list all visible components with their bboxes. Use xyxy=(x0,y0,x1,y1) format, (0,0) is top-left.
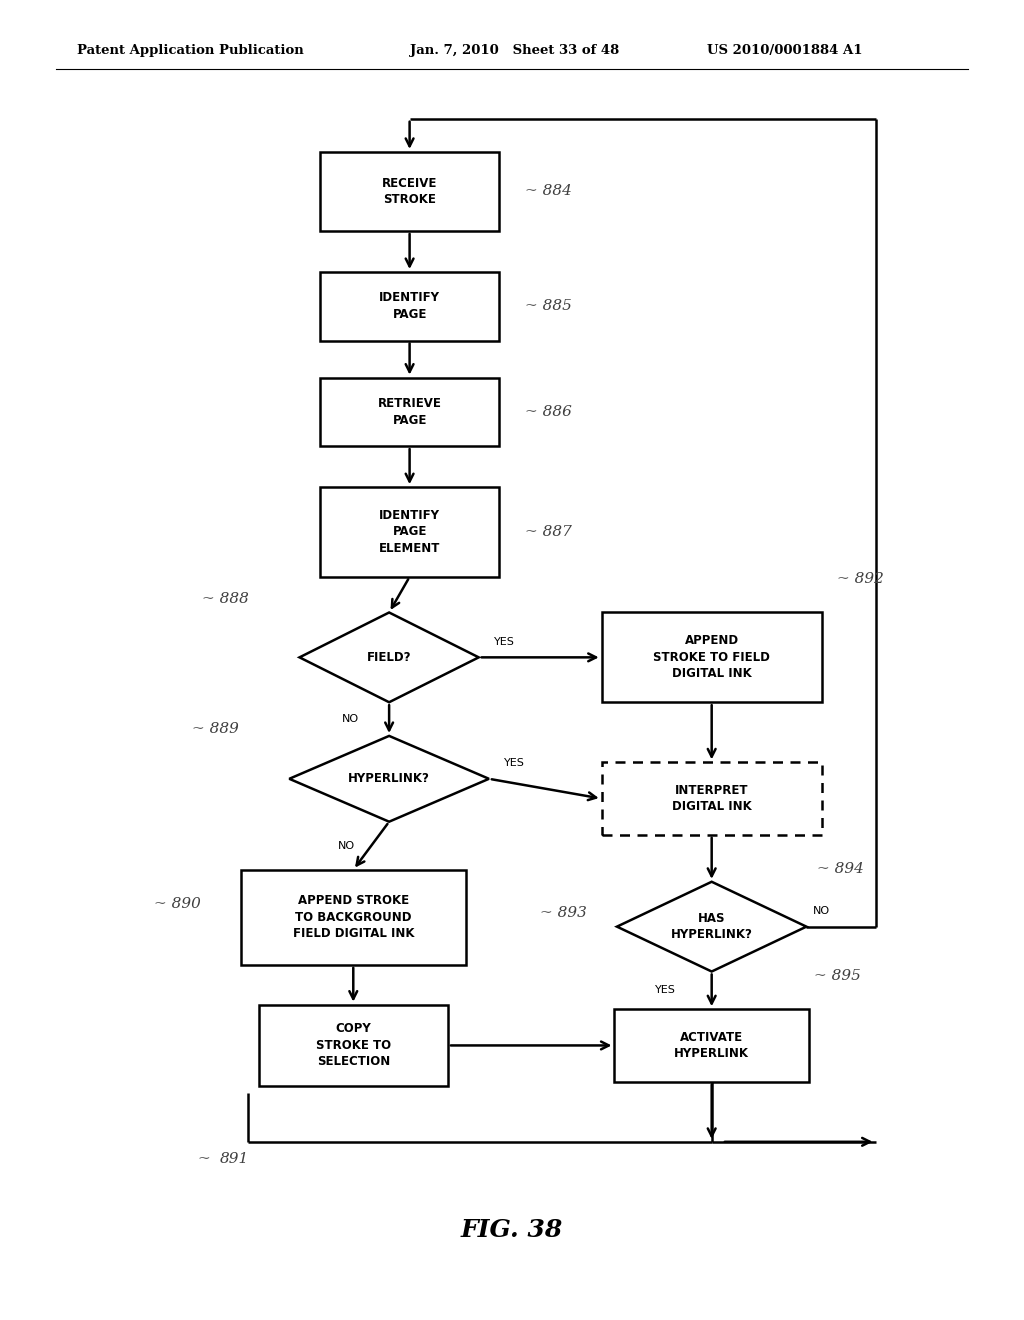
Text: COPY
STROKE TO
SELECTION: COPY STROKE TO SELECTION xyxy=(315,1023,391,1068)
Text: ~ 895: ~ 895 xyxy=(814,969,861,983)
Polygon shape xyxy=(299,612,479,702)
Polygon shape xyxy=(289,737,489,821)
Text: YES: YES xyxy=(504,758,525,768)
FancyBboxPatch shape xyxy=(319,487,500,577)
Text: RETRIEVE
PAGE: RETRIEVE PAGE xyxy=(378,397,441,426)
Text: HYPERLINK?: HYPERLINK? xyxy=(348,772,430,785)
Text: ~ 889: ~ 889 xyxy=(191,722,239,737)
FancyBboxPatch shape xyxy=(241,870,466,965)
FancyBboxPatch shape xyxy=(601,612,821,702)
Text: ~ 887: ~ 887 xyxy=(525,525,571,539)
Text: FIELD?: FIELD? xyxy=(367,651,412,664)
Text: ~ 888: ~ 888 xyxy=(202,593,249,606)
FancyBboxPatch shape xyxy=(319,272,500,341)
Text: NO: NO xyxy=(338,841,354,851)
Text: APPEND
STROKE TO FIELD
DIGITAL INK: APPEND STROKE TO FIELD DIGITAL INK xyxy=(653,635,770,680)
Text: Jan. 7, 2010   Sheet 33 of 48: Jan. 7, 2010 Sheet 33 of 48 xyxy=(410,44,618,57)
FancyBboxPatch shape xyxy=(319,152,500,231)
FancyBboxPatch shape xyxy=(601,763,821,836)
Text: ~ 892: ~ 892 xyxy=(838,573,884,586)
Text: NO: NO xyxy=(813,906,830,916)
Text: HAS
HYPERLINK?: HAS HYPERLINK? xyxy=(671,912,753,941)
Text: ~ 893: ~ 893 xyxy=(541,907,587,920)
Text: INTERPRET
DIGITAL INK: INTERPRET DIGITAL INK xyxy=(672,784,752,813)
Polygon shape xyxy=(616,882,807,972)
Text: IDENTIFY
PAGE
ELEMENT: IDENTIFY PAGE ELEMENT xyxy=(379,510,440,554)
Text: ~ 886: ~ 886 xyxy=(525,405,571,418)
Text: NO: NO xyxy=(342,714,358,725)
Text: YES: YES xyxy=(655,985,676,995)
FancyBboxPatch shape xyxy=(319,378,500,446)
FancyBboxPatch shape xyxy=(614,1010,809,1082)
Text: ~ 885: ~ 885 xyxy=(525,300,571,313)
Text: APPEND STROKE
TO BACKGROUND
FIELD DIGITAL INK: APPEND STROKE TO BACKGROUND FIELD DIGITA… xyxy=(293,895,414,940)
Text: ~ 894: ~ 894 xyxy=(817,862,863,875)
Text: YES: YES xyxy=(494,636,515,647)
Text: ACTIVATE
HYPERLINK: ACTIVATE HYPERLINK xyxy=(674,1031,750,1060)
Text: Patent Application Publication: Patent Application Publication xyxy=(77,44,303,57)
Text: ~ 884: ~ 884 xyxy=(525,185,571,198)
Text: ~ 890: ~ 890 xyxy=(154,898,201,911)
Text: ~: ~ xyxy=(198,1152,210,1166)
Text: FIG. 38: FIG. 38 xyxy=(461,1218,563,1242)
Text: RECEIVE
STROKE: RECEIVE STROKE xyxy=(382,177,437,206)
FancyBboxPatch shape xyxy=(258,1005,447,1086)
Text: IDENTIFY
PAGE: IDENTIFY PAGE xyxy=(379,292,440,321)
Text: US 2010/0001884 A1: US 2010/0001884 A1 xyxy=(707,44,862,57)
Text: 891: 891 xyxy=(220,1152,250,1166)
